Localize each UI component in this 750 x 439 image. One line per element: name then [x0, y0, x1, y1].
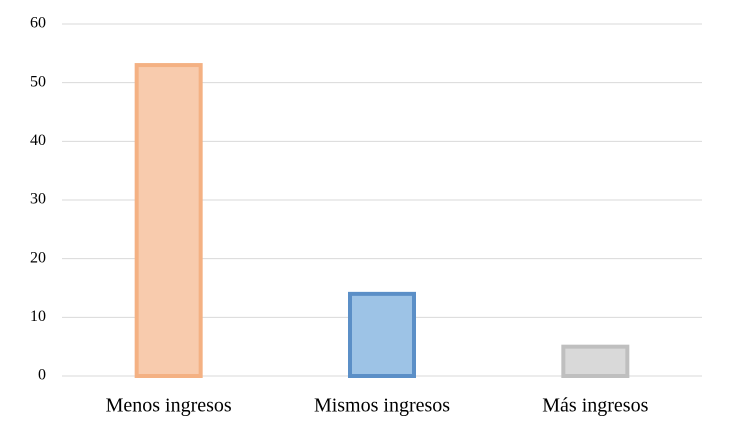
x-tick-label: Más ingresos [542, 395, 648, 417]
bar [561, 344, 630, 378]
x-tick-label: Menos ingresos [106, 395, 232, 417]
y-tick-label: 60 [30, 15, 46, 32]
bar [348, 291, 416, 378]
y-tick-label: 10 [30, 308, 46, 325]
y-tick-label: 30 [30, 191, 46, 208]
bar [134, 63, 203, 378]
y-tick-label: 0 [38, 367, 46, 384]
y-tick-label: 20 [30, 249, 46, 266]
x-tick-label: Mismos ingresos [314, 395, 450, 417]
y-tick-label: 50 [30, 73, 46, 90]
y-tick-label: 40 [30, 132, 46, 149]
